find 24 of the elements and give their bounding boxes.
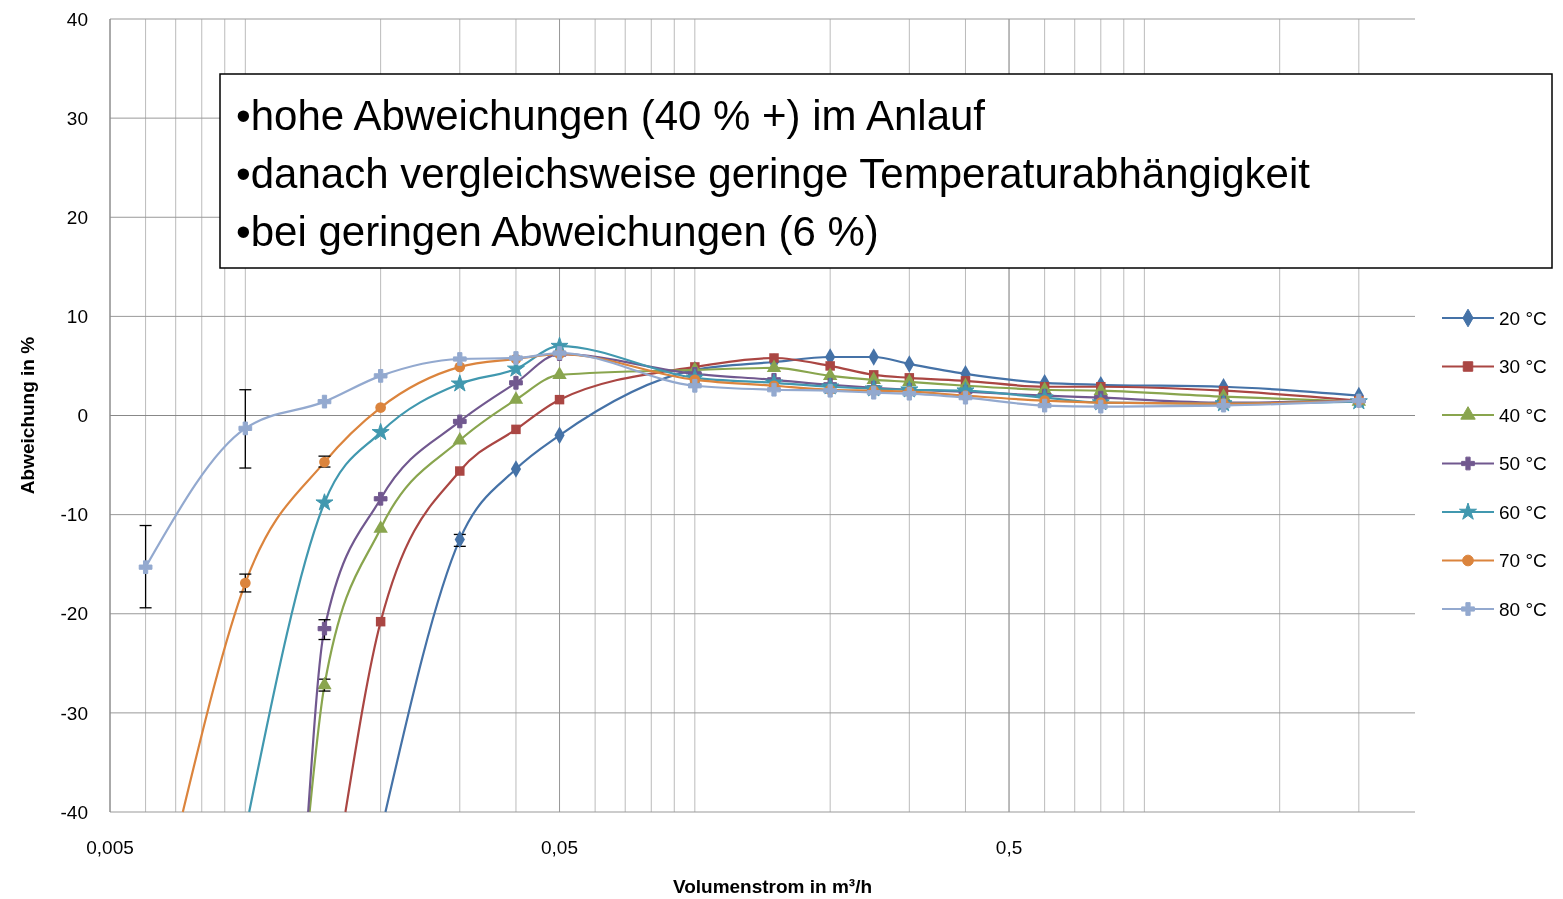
annotation: •danach vergleichsweise geringe Temperaturabhängigkeit bbox=[236, 150, 1311, 197]
y-tick-label: -40 bbox=[60, 801, 88, 823]
x-tick-label: 0,5 bbox=[995, 837, 1023, 858]
legend-label: 30 °C bbox=[1499, 356, 1547, 378]
y-tick-label: 40 bbox=[66, 8, 88, 30]
legend-label: 20 °C bbox=[1499, 307, 1547, 329]
y-tick-label: 30 bbox=[66, 107, 88, 129]
legend-label: 50 °C bbox=[1499, 453, 1547, 475]
x-tick-label: 0,05 bbox=[541, 837, 579, 858]
annotation: •bei geringen Abweichungen (6 %) bbox=[236, 208, 879, 255]
y-tick-label: 0 bbox=[77, 405, 88, 427]
y-tick-label: -20 bbox=[60, 603, 88, 625]
x-axis-title: Volumenstrom in m³/h bbox=[672, 876, 873, 897]
y-axis-title: Abweichung in % bbox=[17, 336, 38, 495]
legend-label: 70 °C bbox=[1499, 550, 1547, 572]
x-tick-label: 0,005 bbox=[86, 837, 134, 858]
y-tick-label: 20 bbox=[66, 206, 88, 228]
annotation: •hohe Abweichungen (40 % +) im Anlauf bbox=[236, 92, 986, 139]
y-tick-label: 10 bbox=[66, 306, 88, 328]
legend-label: 60 °C bbox=[1499, 501, 1547, 523]
legend-label: 40 °C bbox=[1499, 404, 1547, 426]
legend-label: 80 °C bbox=[1499, 598, 1547, 620]
y-tick-label: -10 bbox=[60, 504, 88, 526]
y-tick-label: -30 bbox=[60, 702, 88, 724]
